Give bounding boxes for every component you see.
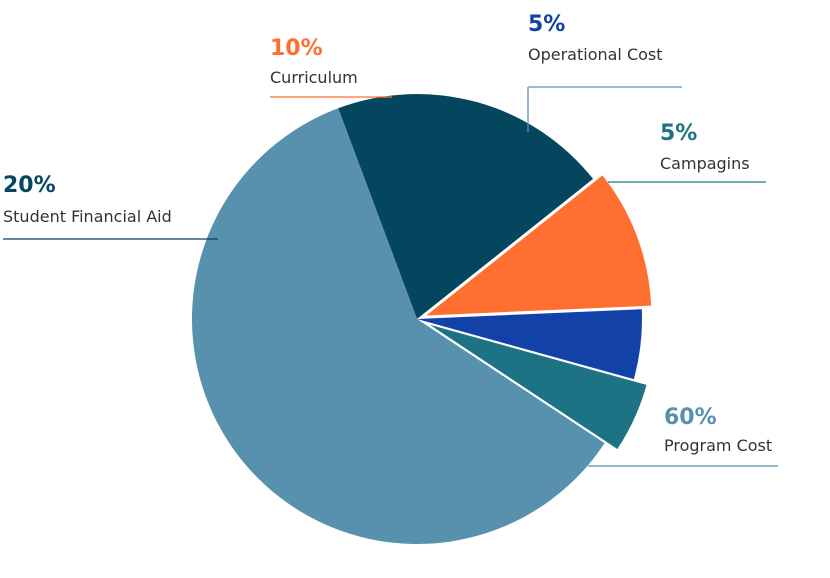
slice-label-operational-cost: Operational Cost <box>528 45 663 64</box>
slice-percent-program-cost: 60% <box>664 405 717 430</box>
pie-slice-campagins <box>429 324 647 449</box>
slice-percent-curriculum: 10% <box>270 36 323 61</box>
slice-percent-campagins: 5% <box>660 121 698 146</box>
slice-label-campagins: Campagins <box>660 154 750 173</box>
slice-percent-student-financial-aid: 20% <box>3 173 56 198</box>
slice-label-student-financial-aid: Student Financial Aid <box>3 207 172 226</box>
slice-percent-operational-cost: 5% <box>528 12 566 37</box>
slice-label-program-cost: Program Cost <box>664 436 773 455</box>
pie-slice-student-financial-aid <box>338 93 594 319</box>
pie-slice-program-cost <box>192 108 605 544</box>
pie-slice-curriculum <box>426 175 652 316</box>
pie-slice-operational-cost <box>417 309 642 380</box>
slice-label-curriculum: Curriculum <box>270 68 358 87</box>
